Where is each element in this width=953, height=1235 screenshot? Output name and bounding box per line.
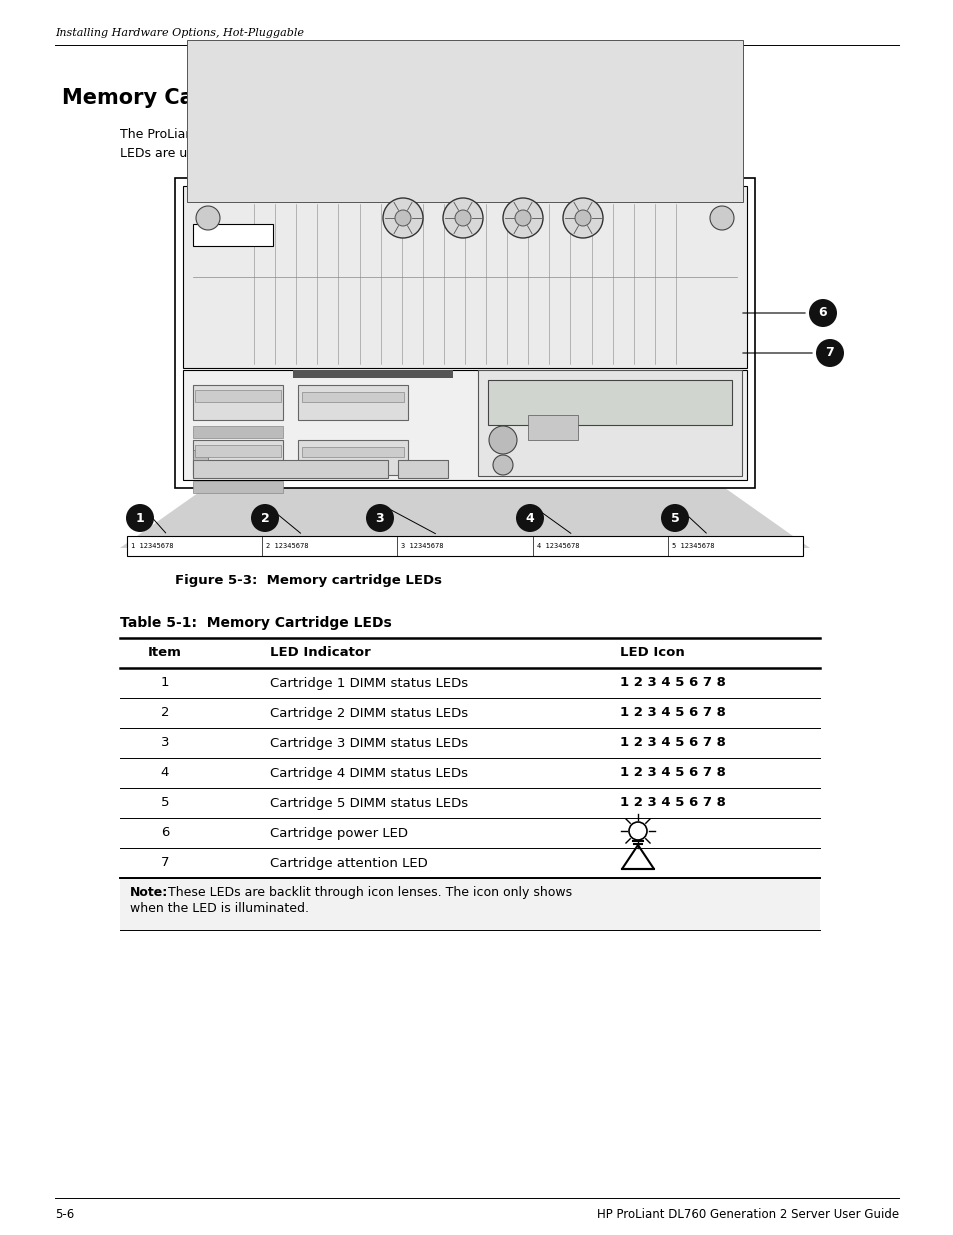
Text: 1: 1	[135, 511, 144, 525]
Text: 5-6: 5-6	[55, 1208, 74, 1221]
Text: 2: 2	[260, 511, 269, 525]
Text: 7: 7	[824, 347, 834, 359]
Text: Cartridge 4 DIMM status LEDs: Cartridge 4 DIMM status LEDs	[270, 767, 468, 779]
Text: 3: 3	[375, 511, 384, 525]
Circle shape	[515, 210, 531, 226]
FancyBboxPatch shape	[183, 370, 746, 480]
Text: Cartridge attention LED: Cartridge attention LED	[270, 857, 427, 869]
Text: Cartridge power LED: Cartridge power LED	[270, 826, 408, 840]
Text: 4 12345678: 4 12345678	[536, 543, 578, 550]
Circle shape	[489, 426, 517, 454]
FancyBboxPatch shape	[297, 440, 408, 475]
Circle shape	[575, 210, 590, 226]
Text: Cartridge 1 DIMM status LEDs: Cartridge 1 DIMM status LEDs	[270, 677, 468, 689]
Text: Cartridge 3 DIMM status LEDs: Cartridge 3 DIMM status LEDs	[270, 736, 468, 750]
FancyBboxPatch shape	[174, 178, 754, 488]
FancyBboxPatch shape	[297, 385, 408, 420]
Circle shape	[808, 299, 836, 327]
Text: 1: 1	[161, 677, 169, 689]
FancyBboxPatch shape	[488, 380, 731, 425]
FancyBboxPatch shape	[193, 459, 388, 478]
FancyBboxPatch shape	[193, 426, 283, 438]
Text: 1 2 3 4 5 6 7 8: 1 2 3 4 5 6 7 8	[619, 736, 725, 750]
FancyBboxPatch shape	[194, 445, 281, 457]
Circle shape	[195, 206, 220, 230]
Circle shape	[502, 198, 542, 238]
Circle shape	[442, 198, 482, 238]
Circle shape	[455, 210, 471, 226]
Circle shape	[516, 504, 543, 532]
Text: 1 2 3 4 5 6 7 8: 1 2 3 4 5 6 7 8	[619, 677, 725, 689]
Circle shape	[395, 210, 411, 226]
FancyBboxPatch shape	[302, 447, 403, 457]
Circle shape	[366, 504, 394, 532]
Text: LED Indicator: LED Indicator	[270, 646, 371, 659]
Text: 1 2 3 4 5 6 7 8: 1 2 3 4 5 6 7 8	[619, 767, 725, 779]
FancyBboxPatch shape	[193, 480, 283, 493]
Circle shape	[382, 198, 422, 238]
Text: when the LED is illuminated.: when the LED is illuminated.	[130, 902, 309, 915]
FancyBboxPatch shape	[194, 390, 281, 403]
FancyBboxPatch shape	[302, 391, 403, 403]
Text: 6: 6	[161, 826, 169, 840]
Text: These LEDs are backlit through icon lenses. The icon only shows: These LEDs are backlit through icon lens…	[168, 885, 572, 899]
Text: 4: 4	[525, 511, 534, 525]
FancyBboxPatch shape	[477, 370, 741, 475]
Text: Figure 5-3:  Memory cartridge LEDs: Figure 5-3: Memory cartridge LEDs	[174, 574, 441, 587]
Text: 1 2 3 4 5 6 7 8: 1 2 3 4 5 6 7 8	[619, 797, 725, 809]
Text: 3: 3	[161, 736, 169, 750]
Text: Installing Hardware Options, Hot-Pluggable: Installing Hardware Options, Hot-Pluggab…	[55, 28, 304, 38]
Text: The ProLiant DL760 G2 server has LEDs for each of the memory cartridges. These
L: The ProLiant DL760 G2 server has LEDs fo…	[120, 128, 634, 161]
FancyBboxPatch shape	[127, 536, 802, 556]
Text: 2: 2	[161, 706, 169, 720]
Text: 2 12345678: 2 12345678	[266, 543, 309, 550]
Text: 1 12345678: 1 12345678	[131, 543, 173, 550]
FancyBboxPatch shape	[120, 878, 820, 930]
Text: Cartridge 2 DIMM status LEDs: Cartridge 2 DIMM status LEDs	[270, 706, 468, 720]
FancyBboxPatch shape	[183, 186, 746, 368]
Circle shape	[251, 504, 278, 532]
Text: 5: 5	[161, 797, 169, 809]
FancyBboxPatch shape	[193, 450, 208, 459]
Polygon shape	[120, 488, 809, 548]
Text: Table 5-1:  Memory Cartridge LEDs: Table 5-1: Memory Cartridge LEDs	[120, 616, 392, 630]
Text: HP ProLiant DL760 Generation 2 Server User Guide: HP ProLiant DL760 Generation 2 Server Us…	[597, 1208, 898, 1221]
Text: 1 2 3 4 5 6 7 8: 1 2 3 4 5 6 7 8	[619, 706, 725, 720]
FancyBboxPatch shape	[187, 40, 742, 203]
Circle shape	[660, 504, 688, 532]
Circle shape	[562, 198, 602, 238]
FancyBboxPatch shape	[397, 459, 448, 478]
FancyBboxPatch shape	[193, 440, 283, 475]
Text: 5 12345678: 5 12345678	[671, 543, 714, 550]
Text: Memory Cartridge LED Indicators: Memory Cartridge LED Indicators	[62, 88, 453, 107]
Text: 7: 7	[161, 857, 169, 869]
Text: 5: 5	[670, 511, 679, 525]
Circle shape	[709, 206, 733, 230]
Circle shape	[815, 338, 843, 367]
Text: 6: 6	[818, 306, 826, 320]
Text: Cartridge 5 DIMM status LEDs: Cartridge 5 DIMM status LEDs	[270, 797, 468, 809]
FancyBboxPatch shape	[527, 415, 578, 440]
Text: Item: Item	[148, 646, 182, 659]
Circle shape	[493, 454, 513, 475]
Circle shape	[126, 504, 153, 532]
FancyBboxPatch shape	[293, 370, 453, 378]
Text: 4: 4	[161, 767, 169, 779]
FancyBboxPatch shape	[193, 224, 273, 246]
FancyBboxPatch shape	[193, 385, 283, 420]
Text: Note:: Note:	[130, 885, 168, 899]
Text: LED Icon: LED Icon	[619, 646, 684, 659]
Text: 3 12345678: 3 12345678	[401, 543, 443, 550]
